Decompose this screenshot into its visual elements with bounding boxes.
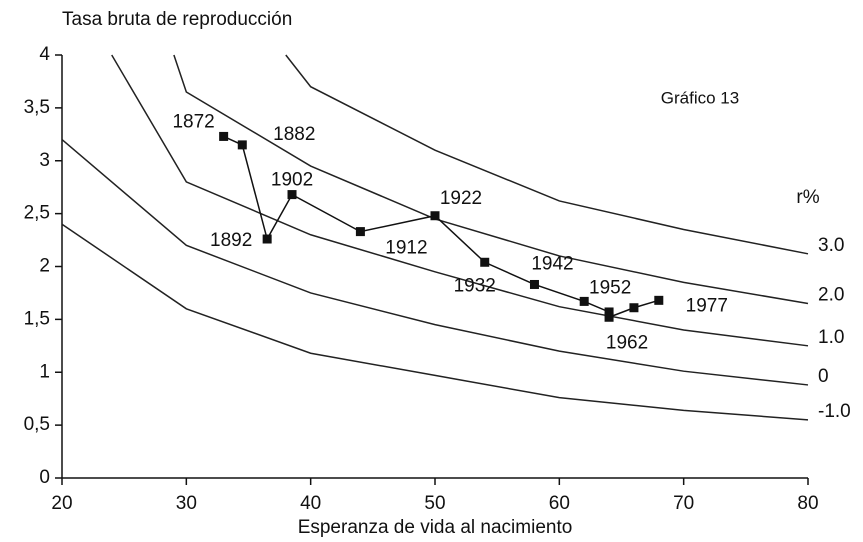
marker [604, 312, 614, 322]
x-tick-label: 40 [300, 493, 321, 514]
series-line [285, 54, 809, 255]
marker [480, 257, 490, 267]
series-line [111, 54, 809, 347]
curve-label: 2.0 [818, 285, 844, 306]
x-tick-label: 60 [549, 493, 570, 514]
x-axis-title: Esperanza de vida al nacimiento [298, 517, 573, 538]
marker [237, 140, 247, 150]
point-label: 1892 [210, 230, 252, 251]
y-tick-label: 2 [39, 256, 50, 277]
point-label: 1977 [686, 295, 728, 316]
y-tick-label: 0 [39, 467, 50, 488]
marker [654, 295, 664, 305]
x-tick-label: 50 [424, 493, 445, 514]
marker [262, 234, 272, 244]
curve-label: 1.0 [818, 327, 844, 348]
chart-label: Gráfico 13 [661, 88, 739, 107]
marker [219, 131, 229, 141]
series-line [61, 139, 809, 386]
y-axis-title: Tasa bruta de reproducción [62, 9, 292, 30]
series-line [61, 223, 809, 421]
y-tick-label: 3 [39, 150, 50, 171]
marker [287, 190, 297, 200]
marker [629, 303, 639, 313]
point-label: 1922 [440, 188, 482, 209]
point-label: 1962 [606, 332, 648, 353]
point-label: 1932 [454, 275, 496, 296]
point-label: 1952 [589, 277, 631, 298]
curve-label: 3.0 [818, 235, 844, 256]
marker [529, 279, 539, 289]
y-tick-label: 4 [39, 44, 50, 65]
marker [430, 211, 440, 221]
x-tick-label: 70 [673, 493, 694, 514]
y-tick-label: 0,5 [24, 414, 50, 435]
x-tick-label: 20 [51, 493, 72, 514]
r-label: r% [796, 187, 819, 208]
marker [604, 307, 614, 317]
point-label: 1942 [531, 253, 573, 274]
marker [355, 227, 365, 237]
curve-label: -1.0 [818, 401, 851, 422]
y-tick-label: 1,5 [24, 308, 50, 329]
y-tick-label: 1 [39, 361, 50, 382]
x-tick-label: 80 [797, 493, 818, 514]
y-tick-label: 3,5 [24, 97, 50, 118]
point-label: 1912 [385, 238, 427, 259]
x-tick-label: 30 [176, 493, 197, 514]
point-label: 1872 [172, 111, 214, 132]
point-label: 1882 [273, 124, 315, 145]
curve-label: 0 [818, 366, 829, 387]
point-label: 1902 [271, 170, 313, 191]
marker [579, 296, 589, 306]
y-tick-label: 2,5 [24, 203, 50, 224]
